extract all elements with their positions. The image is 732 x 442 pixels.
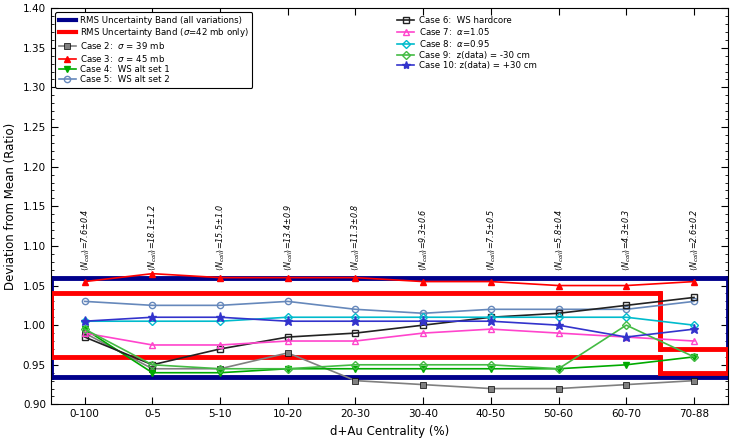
Text: $\langle N_{coll}\rangle$=5.8$\pm$0.4: $\langle N_{coll}\rangle$=5.8$\pm$0.4 bbox=[553, 209, 564, 271]
Text: $\langle N_{coll}\rangle$=11.3$\pm$0.8: $\langle N_{coll}\rangle$=11.3$\pm$0.8 bbox=[349, 204, 362, 271]
Legend: Case 6:  WS hardcore, Case 7:  $\alpha$=1.05, Case 8:  $\alpha$=0.95, Case 9:  z: Case 6: WS hardcore, Case 7: $\alpha$=1.… bbox=[394, 12, 540, 73]
Text: $\langle N_{coll}\rangle$=9.3$\pm$0.6: $\langle N_{coll}\rangle$=9.3$\pm$0.6 bbox=[417, 209, 429, 271]
Text: $\langle N_{coll}\rangle$=13.4$\pm$0.9: $\langle N_{coll}\rangle$=13.4$\pm$0.9 bbox=[282, 204, 294, 271]
X-axis label: d+Au Centrality (%): d+Au Centrality (%) bbox=[329, 425, 449, 438]
Text: $\langle N_{coll}\rangle$=7.5$\pm$0.5: $\langle N_{coll}\rangle$=7.5$\pm$0.5 bbox=[485, 209, 497, 271]
Text: $\langle N_{coll}\rangle$=15.5$\pm$1.0: $\langle N_{coll}\rangle$=15.5$\pm$1.0 bbox=[214, 204, 226, 271]
Text: $\langle N_{coll}\rangle$=2.6$\pm$0.2: $\langle N_{coll}\rangle$=2.6$\pm$0.2 bbox=[688, 209, 700, 271]
Text: $\langle N_{coll}\rangle$=18.1$\pm$1.2: $\langle N_{coll}\rangle$=18.1$\pm$1.2 bbox=[146, 204, 158, 271]
Text: $\langle N_{coll}\rangle$=7.6$\pm$0.4: $\langle N_{coll}\rangle$=7.6$\pm$0.4 bbox=[78, 209, 91, 271]
Y-axis label: Deviation from Mean (Ratio): Deviation from Mean (Ratio) bbox=[4, 123, 17, 290]
Text: $\langle N_{coll}\rangle$=4.3$\pm$0.3: $\langle N_{coll}\rangle$=4.3$\pm$0.3 bbox=[620, 209, 632, 271]
